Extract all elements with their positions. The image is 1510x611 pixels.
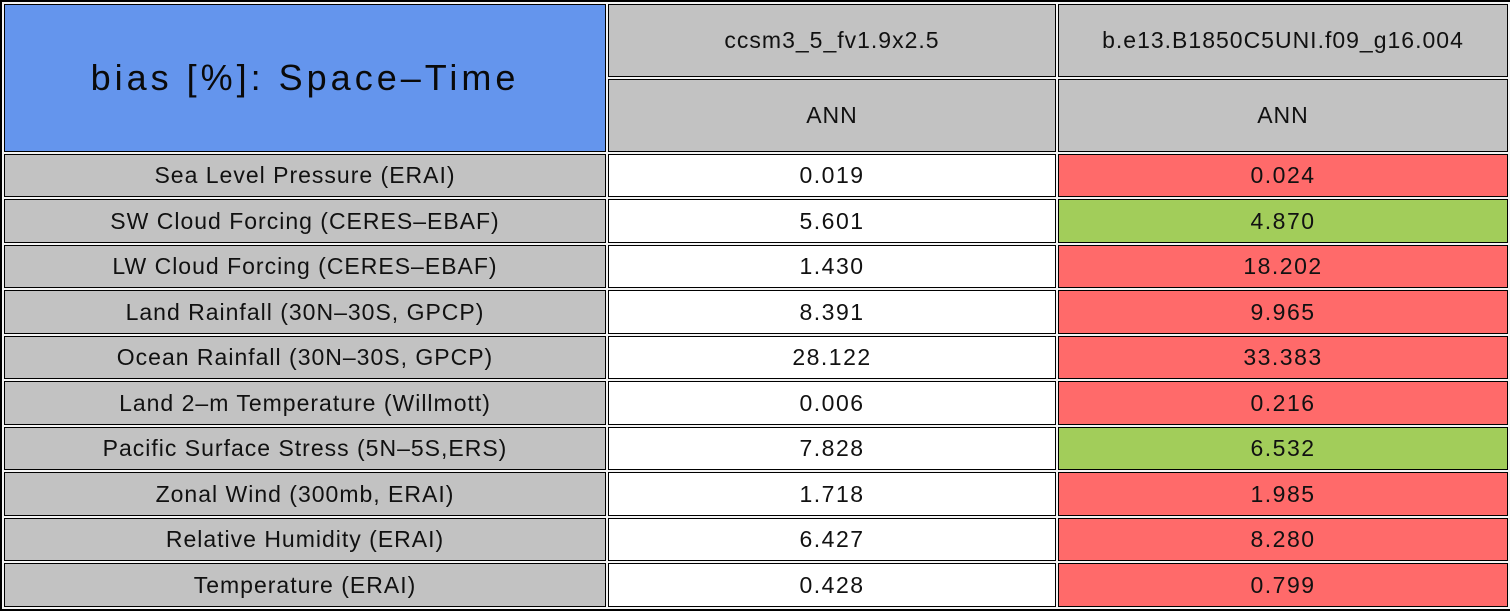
table-row: Pacific Surface Stress (5N–5S,ERS) 7.828… bbox=[4, 426, 1508, 471]
value-cell: 0.024 bbox=[1058, 153, 1508, 198]
row-label: Land Rainfall (30N–30S, GPCP) bbox=[4, 290, 606, 334]
row-label: LW Cloud Forcing (CERES–EBAF) bbox=[4, 244, 606, 289]
table-row: SW Cloud Forcing (CERES–EBAF) 5.601 4.87… bbox=[4, 199, 1508, 243]
value-cell: 0.216 bbox=[1058, 381, 1508, 425]
value-cell: 1.718 bbox=[608, 472, 1056, 516]
table-row: Land 2–m Temperature (Willmott) 0.006 0.… bbox=[4, 381, 1508, 425]
value-cell: 6.532 bbox=[1058, 426, 1508, 471]
value-cell: 18.202 bbox=[1058, 244, 1508, 289]
row-label: Temperature (ERAI) bbox=[4, 563, 606, 607]
value-cell: 0.799 bbox=[1058, 563, 1508, 607]
table-row: Temperature (ERAI) 0.428 0.799 bbox=[4, 563, 1508, 607]
table-row: Ocean Rainfall (30N–30S, GPCP) 28.122 33… bbox=[4, 335, 1508, 380]
row-label: Sea Level Pressure (ERAI) bbox=[4, 153, 606, 198]
value-cell: 0.428 bbox=[608, 563, 1056, 607]
value-cell: 0.006 bbox=[608, 381, 1056, 425]
value-cell: 8.280 bbox=[1058, 517, 1508, 562]
table-row: Sea Level Pressure (ERAI) 0.019 0.024 bbox=[4, 153, 1508, 198]
value-cell: 6.427 bbox=[608, 517, 1056, 562]
row-label: Zonal Wind (300mb, ERAI) bbox=[4, 472, 606, 516]
value-cell: 5.601 bbox=[608, 199, 1056, 243]
season-header-1: ANN bbox=[608, 78, 1056, 152]
row-label: Pacific Surface Stress (5N–5S,ERS) bbox=[4, 426, 606, 471]
value-cell: 1.985 bbox=[1058, 472, 1508, 516]
table-title: bias [%]: Space–Time bbox=[4, 4, 606, 152]
value-cell: 33.383 bbox=[1058, 335, 1508, 380]
season-header-2: ANN bbox=[1058, 78, 1508, 152]
column-header-model-1: ccsm3_5_fv1.9x2.5 bbox=[608, 4, 1056, 77]
value-cell: 1.430 bbox=[608, 244, 1056, 289]
row-label: SW Cloud Forcing (CERES–EBAF) bbox=[4, 199, 606, 243]
header-row-seasons: ANN ANN bbox=[4, 78, 1508, 152]
row-label: Land 2–m Temperature (Willmott) bbox=[4, 381, 606, 425]
table-row: LW Cloud Forcing (CERES–EBAF) 1.430 18.2… bbox=[4, 244, 1508, 289]
row-label: Relative Humidity (ERAI) bbox=[4, 517, 606, 562]
value-cell: 0.019 bbox=[608, 153, 1056, 198]
table-row: Land Rainfall (30N–30S, GPCP) 8.391 9.96… bbox=[4, 290, 1508, 334]
value-cell: 7.828 bbox=[608, 426, 1056, 471]
header-row-models: bias [%]: Space–Time ccsm3_5_fv1.9x2.5 b… bbox=[4, 4, 1508, 152]
value-cell: 8.391 bbox=[608, 290, 1056, 334]
table-row: Relative Humidity (ERAI) 6.427 8.280 bbox=[4, 517, 1508, 562]
value-cell: 9.965 bbox=[1058, 290, 1508, 334]
value-cell: 4.870 bbox=[1058, 199, 1508, 243]
column-header-model-2: b.e13.B1850C5UNI.f09_g16.004 bbox=[1058, 4, 1508, 77]
table-row: Zonal Wind (300mb, ERAI) 1.718 1.985 bbox=[4, 472, 1508, 516]
row-label: Ocean Rainfall (30N–30S, GPCP) bbox=[4, 335, 606, 380]
value-cell: 28.122 bbox=[608, 335, 1056, 380]
